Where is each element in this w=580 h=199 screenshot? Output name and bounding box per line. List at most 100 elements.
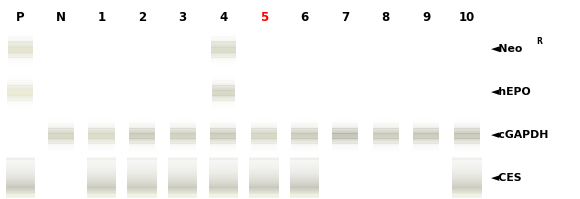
Bar bbox=[372, 135, 399, 136]
Bar bbox=[6, 175, 35, 176]
Bar bbox=[454, 127, 480, 128]
Bar bbox=[209, 196, 238, 197]
Bar bbox=[454, 135, 480, 136]
Bar bbox=[87, 197, 116, 198]
Bar bbox=[128, 185, 157, 186]
Bar bbox=[212, 80, 235, 81]
Bar bbox=[290, 194, 319, 195]
Bar bbox=[128, 189, 157, 190]
Bar bbox=[128, 180, 157, 181]
Bar bbox=[452, 195, 481, 196]
Bar bbox=[212, 108, 235, 109]
Bar bbox=[7, 89, 34, 90]
Bar bbox=[6, 163, 35, 164]
Bar bbox=[332, 124, 358, 125]
Bar bbox=[251, 122, 277, 123]
Bar bbox=[169, 140, 196, 141]
Bar bbox=[168, 174, 197, 175]
Bar bbox=[210, 126, 237, 127]
Bar bbox=[251, 141, 277, 142]
Bar bbox=[7, 93, 34, 94]
Bar bbox=[168, 184, 197, 185]
Bar bbox=[168, 171, 197, 172]
Bar bbox=[212, 98, 235, 99]
Bar bbox=[169, 149, 196, 150]
Bar bbox=[168, 193, 197, 194]
Bar bbox=[87, 168, 116, 169]
Bar bbox=[128, 166, 157, 167]
Bar bbox=[128, 194, 157, 195]
Bar bbox=[211, 50, 236, 51]
Bar bbox=[372, 123, 399, 124]
Bar bbox=[8, 60, 33, 61]
Bar bbox=[6, 195, 35, 196]
Bar bbox=[290, 193, 319, 194]
Bar bbox=[211, 55, 236, 56]
Bar bbox=[413, 140, 440, 141]
Bar bbox=[211, 47, 236, 48]
Text: 5: 5 bbox=[260, 11, 268, 24]
Bar bbox=[169, 145, 196, 146]
Bar bbox=[128, 190, 157, 191]
Bar bbox=[212, 78, 235, 79]
Bar bbox=[7, 101, 34, 102]
Bar bbox=[290, 187, 319, 188]
Bar bbox=[372, 140, 399, 141]
Bar bbox=[413, 119, 440, 120]
Bar bbox=[8, 53, 33, 54]
Bar bbox=[6, 188, 35, 189]
Bar bbox=[290, 183, 319, 184]
Bar bbox=[212, 87, 235, 88]
Text: ◄cGAPDH: ◄cGAPDH bbox=[491, 130, 549, 140]
Bar bbox=[48, 131, 74, 132]
Bar bbox=[452, 196, 481, 197]
Bar bbox=[129, 124, 155, 125]
Bar bbox=[128, 197, 157, 198]
Bar bbox=[209, 165, 238, 166]
Bar bbox=[290, 163, 319, 164]
Bar bbox=[48, 149, 74, 150]
Bar bbox=[209, 185, 238, 186]
Bar bbox=[168, 197, 197, 198]
Bar bbox=[209, 167, 238, 168]
Bar bbox=[169, 148, 196, 149]
Bar bbox=[454, 149, 480, 150]
Bar bbox=[88, 123, 115, 124]
Bar bbox=[209, 188, 238, 189]
Bar bbox=[169, 124, 196, 125]
Bar bbox=[48, 125, 74, 126]
Bar bbox=[372, 134, 399, 135]
Bar bbox=[211, 42, 236, 43]
Bar bbox=[128, 184, 157, 185]
Bar bbox=[209, 189, 238, 190]
Bar bbox=[88, 133, 115, 134]
Bar bbox=[87, 189, 116, 190]
Bar bbox=[209, 178, 238, 179]
Bar bbox=[332, 146, 358, 147]
Bar bbox=[290, 158, 319, 160]
Bar bbox=[128, 190, 157, 191]
Bar bbox=[452, 185, 481, 186]
Bar bbox=[168, 158, 197, 160]
Bar bbox=[251, 135, 277, 136]
Bar bbox=[168, 173, 197, 174]
Bar bbox=[249, 195, 278, 196]
Bar bbox=[7, 97, 34, 98]
Bar bbox=[6, 196, 35, 197]
Bar bbox=[88, 151, 115, 152]
Bar bbox=[372, 128, 399, 129]
Bar bbox=[332, 119, 358, 120]
Bar bbox=[251, 123, 277, 124]
Bar bbox=[88, 143, 115, 144]
Bar bbox=[372, 130, 399, 131]
Bar bbox=[210, 135, 237, 136]
Bar bbox=[291, 130, 318, 131]
Bar bbox=[168, 192, 197, 193]
Bar bbox=[452, 185, 481, 186]
Bar bbox=[212, 99, 235, 100]
Bar bbox=[290, 178, 319, 179]
Bar bbox=[452, 191, 481, 192]
Bar bbox=[8, 61, 33, 62]
Bar bbox=[48, 118, 74, 119]
Bar bbox=[452, 195, 481, 196]
